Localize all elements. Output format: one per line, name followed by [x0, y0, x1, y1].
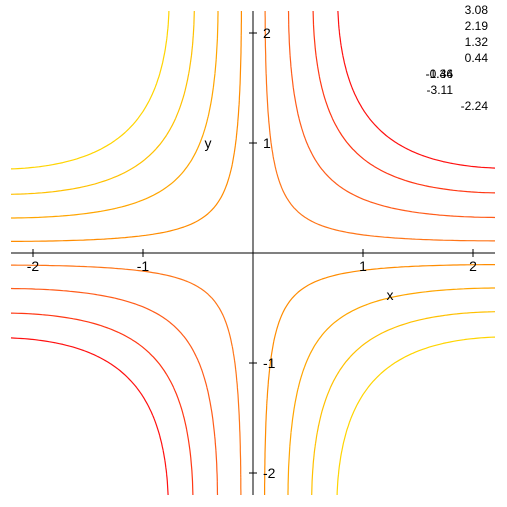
x-tick--1: -1 — [137, 258, 150, 274]
legend: 3.082.191.320.44-0.46-1.34-2.24-3.11 — [426, 3, 489, 113]
x-tick-1: 1 — [359, 258, 367, 274]
legend-entry-5: -1.34 — [426, 67, 454, 81]
axes: -2 -1 1 2 -2 -1 1 2 x y — [11, 11, 495, 495]
legend-entry-7: -3.11 — [427, 83, 454, 97]
legend-entry-1: 2.19 — [465, 19, 489, 33]
y-tick--1: -1 — [263, 355, 276, 371]
x-tick--2: -2 — [27, 258, 40, 274]
contour-plot: -2-112-2-112xy 3.082.191.320.44-0.46-1.3… — [0, 0, 507, 507]
x-tick-2: 2 — [469, 258, 477, 274]
legend-entry-6: -2.24 — [461, 99, 489, 113]
legend-entry-3: 0.44 — [465, 51, 489, 65]
y-axis-label: y — [205, 135, 212, 151]
y-tick--2: -2 — [263, 465, 276, 481]
legend-entry-0: 3.08 — [465, 3, 489, 17]
y-tick-2: 2 — [263, 25, 271, 41]
legend-entry-2: 1.32 — [465, 35, 489, 49]
y-tick-1: 1 — [263, 135, 271, 151]
x-axis-label: x — [387, 287, 394, 303]
